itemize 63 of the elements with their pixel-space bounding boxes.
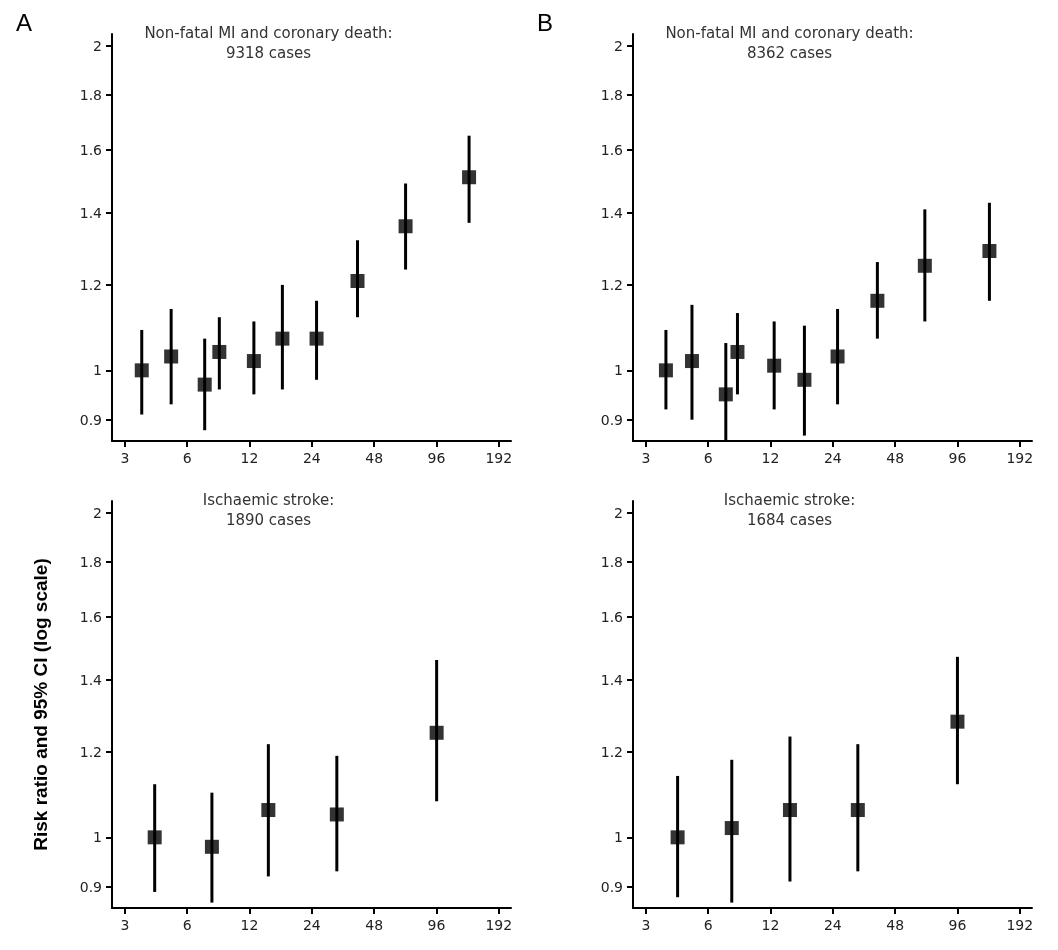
y-tick-label: 2 — [614, 504, 623, 521]
y-tick-label: 1 — [93, 829, 102, 846]
x-tick-label: 24 — [302, 450, 321, 466]
x-tick-label: 6 — [703, 917, 713, 933]
chart-title: Ischaemic stroke: 1684 cases — [723, 491, 856, 529]
y-tick-label: 0.9 — [79, 411, 102, 428]
text: B — [537, 8, 554, 36]
y-tick-label: 0.9 — [600, 411, 623, 428]
x-tick-label: 24 — [823, 917, 842, 933]
x-tick-label: 192 — [485, 917, 513, 933]
y-tick-label: 2 — [93, 504, 102, 521]
x-tick-label: 12 — [761, 917, 780, 933]
x-tick-label: 96 — [948, 450, 967, 466]
y-tick-label: 0.9 — [600, 878, 623, 895]
x-tick-label: 192 — [485, 450, 513, 466]
y-axis-title: Risk ratio and 95% CI (log scale) — [30, 558, 51, 851]
x-tick-label: 12 — [761, 450, 780, 466]
x-tick-label: 6 — [182, 917, 192, 933]
x-tick-label: 48 — [365, 450, 384, 466]
x-tick-label: 3 — [641, 450, 651, 466]
y-tick-label: 1.8 — [79, 86, 102, 103]
y-tick-label: 2 — [93, 37, 102, 54]
y-tick-label: 1.4 — [79, 671, 103, 688]
y-tick-label: 1.8 — [79, 553, 102, 570]
y-tick-label: 1.6 — [600, 142, 624, 159]
y-tick-label: 1.4 — [600, 204, 624, 221]
x-tick-label: 3 — [120, 917, 130, 933]
y-tick-label: 0.9 — [79, 878, 102, 895]
y-tick-label: 1.2 — [79, 743, 102, 760]
text: A — [16, 8, 33, 36]
y-tick-label: 1.8 — [600, 553, 623, 570]
chart-title: Ischaemic stroke: 1890 cases — [202, 491, 335, 529]
x-tick-label: 12 — [240, 450, 259, 466]
x-tick-label: 3 — [641, 917, 651, 933]
y-tick-label: 1 — [614, 829, 623, 846]
x-tick-label: 24 — [823, 450, 842, 466]
y-tick-label: 1.6 — [79, 609, 103, 626]
y-tick-label: 1.4 — [79, 204, 103, 221]
y-tick-label: 1.6 — [600, 609, 624, 626]
x-tick-label: 48 — [365, 917, 384, 933]
y-tick-label: 1.6 — [79, 142, 103, 159]
x-tick-label: 3 — [120, 450, 130, 466]
y-tick-label: 1 — [614, 362, 623, 379]
chart-title: Non-fatal MI and coronary death: 8362 cases — [665, 24, 914, 62]
x-tick-label: 6 — [182, 450, 192, 466]
y-tick-label: 1.4 — [600, 671, 624, 688]
y-tick-label: 1 — [93, 362, 102, 379]
y-tick-label: 2 — [614, 37, 623, 54]
y-tick-label: 1.2 — [79, 276, 102, 293]
x-tick-label: 96 — [948, 917, 967, 933]
chart-title: Non-fatal MI and coronary death: 9318 cases — [144, 24, 393, 62]
x-tick-label: 48 — [886, 450, 905, 466]
x-tick-label: 192 — [1006, 450, 1034, 466]
y-tick-label: 1.2 — [600, 276, 623, 293]
x-tick-label: 96 — [427, 450, 446, 466]
y-tick-label: 1.8 — [600, 86, 623, 103]
y-tick-label: 1.2 — [600, 743, 623, 760]
x-tick-label: 48 — [886, 917, 905, 933]
x-tick-label: 192 — [1006, 917, 1034, 933]
x-tick-label: 12 — [240, 917, 259, 933]
x-tick-label: 24 — [302, 917, 321, 933]
x-tick-label: 96 — [427, 917, 446, 933]
x-tick-label: 6 — [703, 450, 713, 466]
